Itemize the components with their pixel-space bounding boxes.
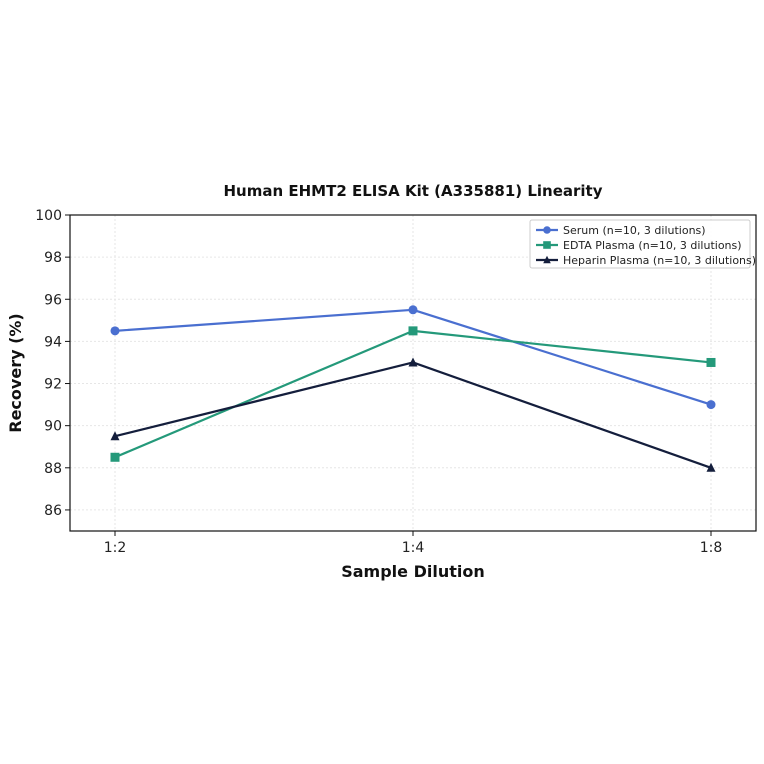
legend-box <box>529 219 751 269</box>
y-axis: 86 88 90 92 94 96 98 100 <box>35 208 70 519</box>
data-point <box>110 431 120 441</box>
series-1 <box>110 326 716 462</box>
series-0 <box>110 305 716 410</box>
x-axis: 1:2 1:4 1:8 <box>104 531 723 556</box>
data-point <box>110 326 120 336</box>
chart-title: Human EHMT2 ELISA Kit (A335881) Linearit… <box>223 182 602 200</box>
data-point <box>706 357 716 367</box>
legend-entry: Serum (n=10, 3 dilutions) <box>536 224 706 237</box>
y-tick-label: 98 <box>44 250 62 266</box>
y-axis-title: Recovery (%) <box>6 313 25 432</box>
y-tick-label: 90 <box>44 419 62 435</box>
legend-entry: Heparin Plasma (n=10, 3 dilutions) <box>536 254 756 267</box>
series-layer <box>110 305 716 472</box>
y-tick-label: 86 <box>44 503 62 519</box>
legend-label: EDTA Plasma (n=10, 3 dilutions) <box>563 239 742 252</box>
data-point <box>706 462 716 472</box>
series-2 <box>110 357 716 472</box>
legend-marker <box>543 241 551 249</box>
legend-label: Serum (n=10, 3 dilutions) <box>563 224 706 237</box>
y-tick-label: 96 <box>44 292 62 308</box>
legend-marker <box>543 255 551 264</box>
x-tick-label: 1:2 <box>104 540 127 556</box>
x-tick-label: 1:8 <box>700 540 723 556</box>
data-point <box>408 357 418 367</box>
y-tick-label: 92 <box>44 377 62 393</box>
data-point <box>706 400 716 410</box>
x-tick-label: 1:4 <box>402 540 425 556</box>
x-axis-title: Sample Dilution <box>341 562 485 581</box>
y-tick-label: 94 <box>44 334 62 350</box>
data-point <box>110 452 120 462</box>
data-point <box>408 305 418 315</box>
y-tick-label: 88 <box>44 461 62 477</box>
legend-marker <box>543 226 551 234</box>
series-line <box>114 329 712 459</box>
data-point <box>408 326 418 336</box>
y-tick-label: 100 <box>35 208 62 224</box>
legend-entry: EDTA Plasma (n=10, 3 dilutions) <box>536 239 742 252</box>
legend-label: Heparin Plasma (n=10, 3 dilutions) <box>563 254 756 267</box>
legend: Serum (n=10, 3 dilutions) EDTA Plasma (n=… <box>529 219 756 269</box>
